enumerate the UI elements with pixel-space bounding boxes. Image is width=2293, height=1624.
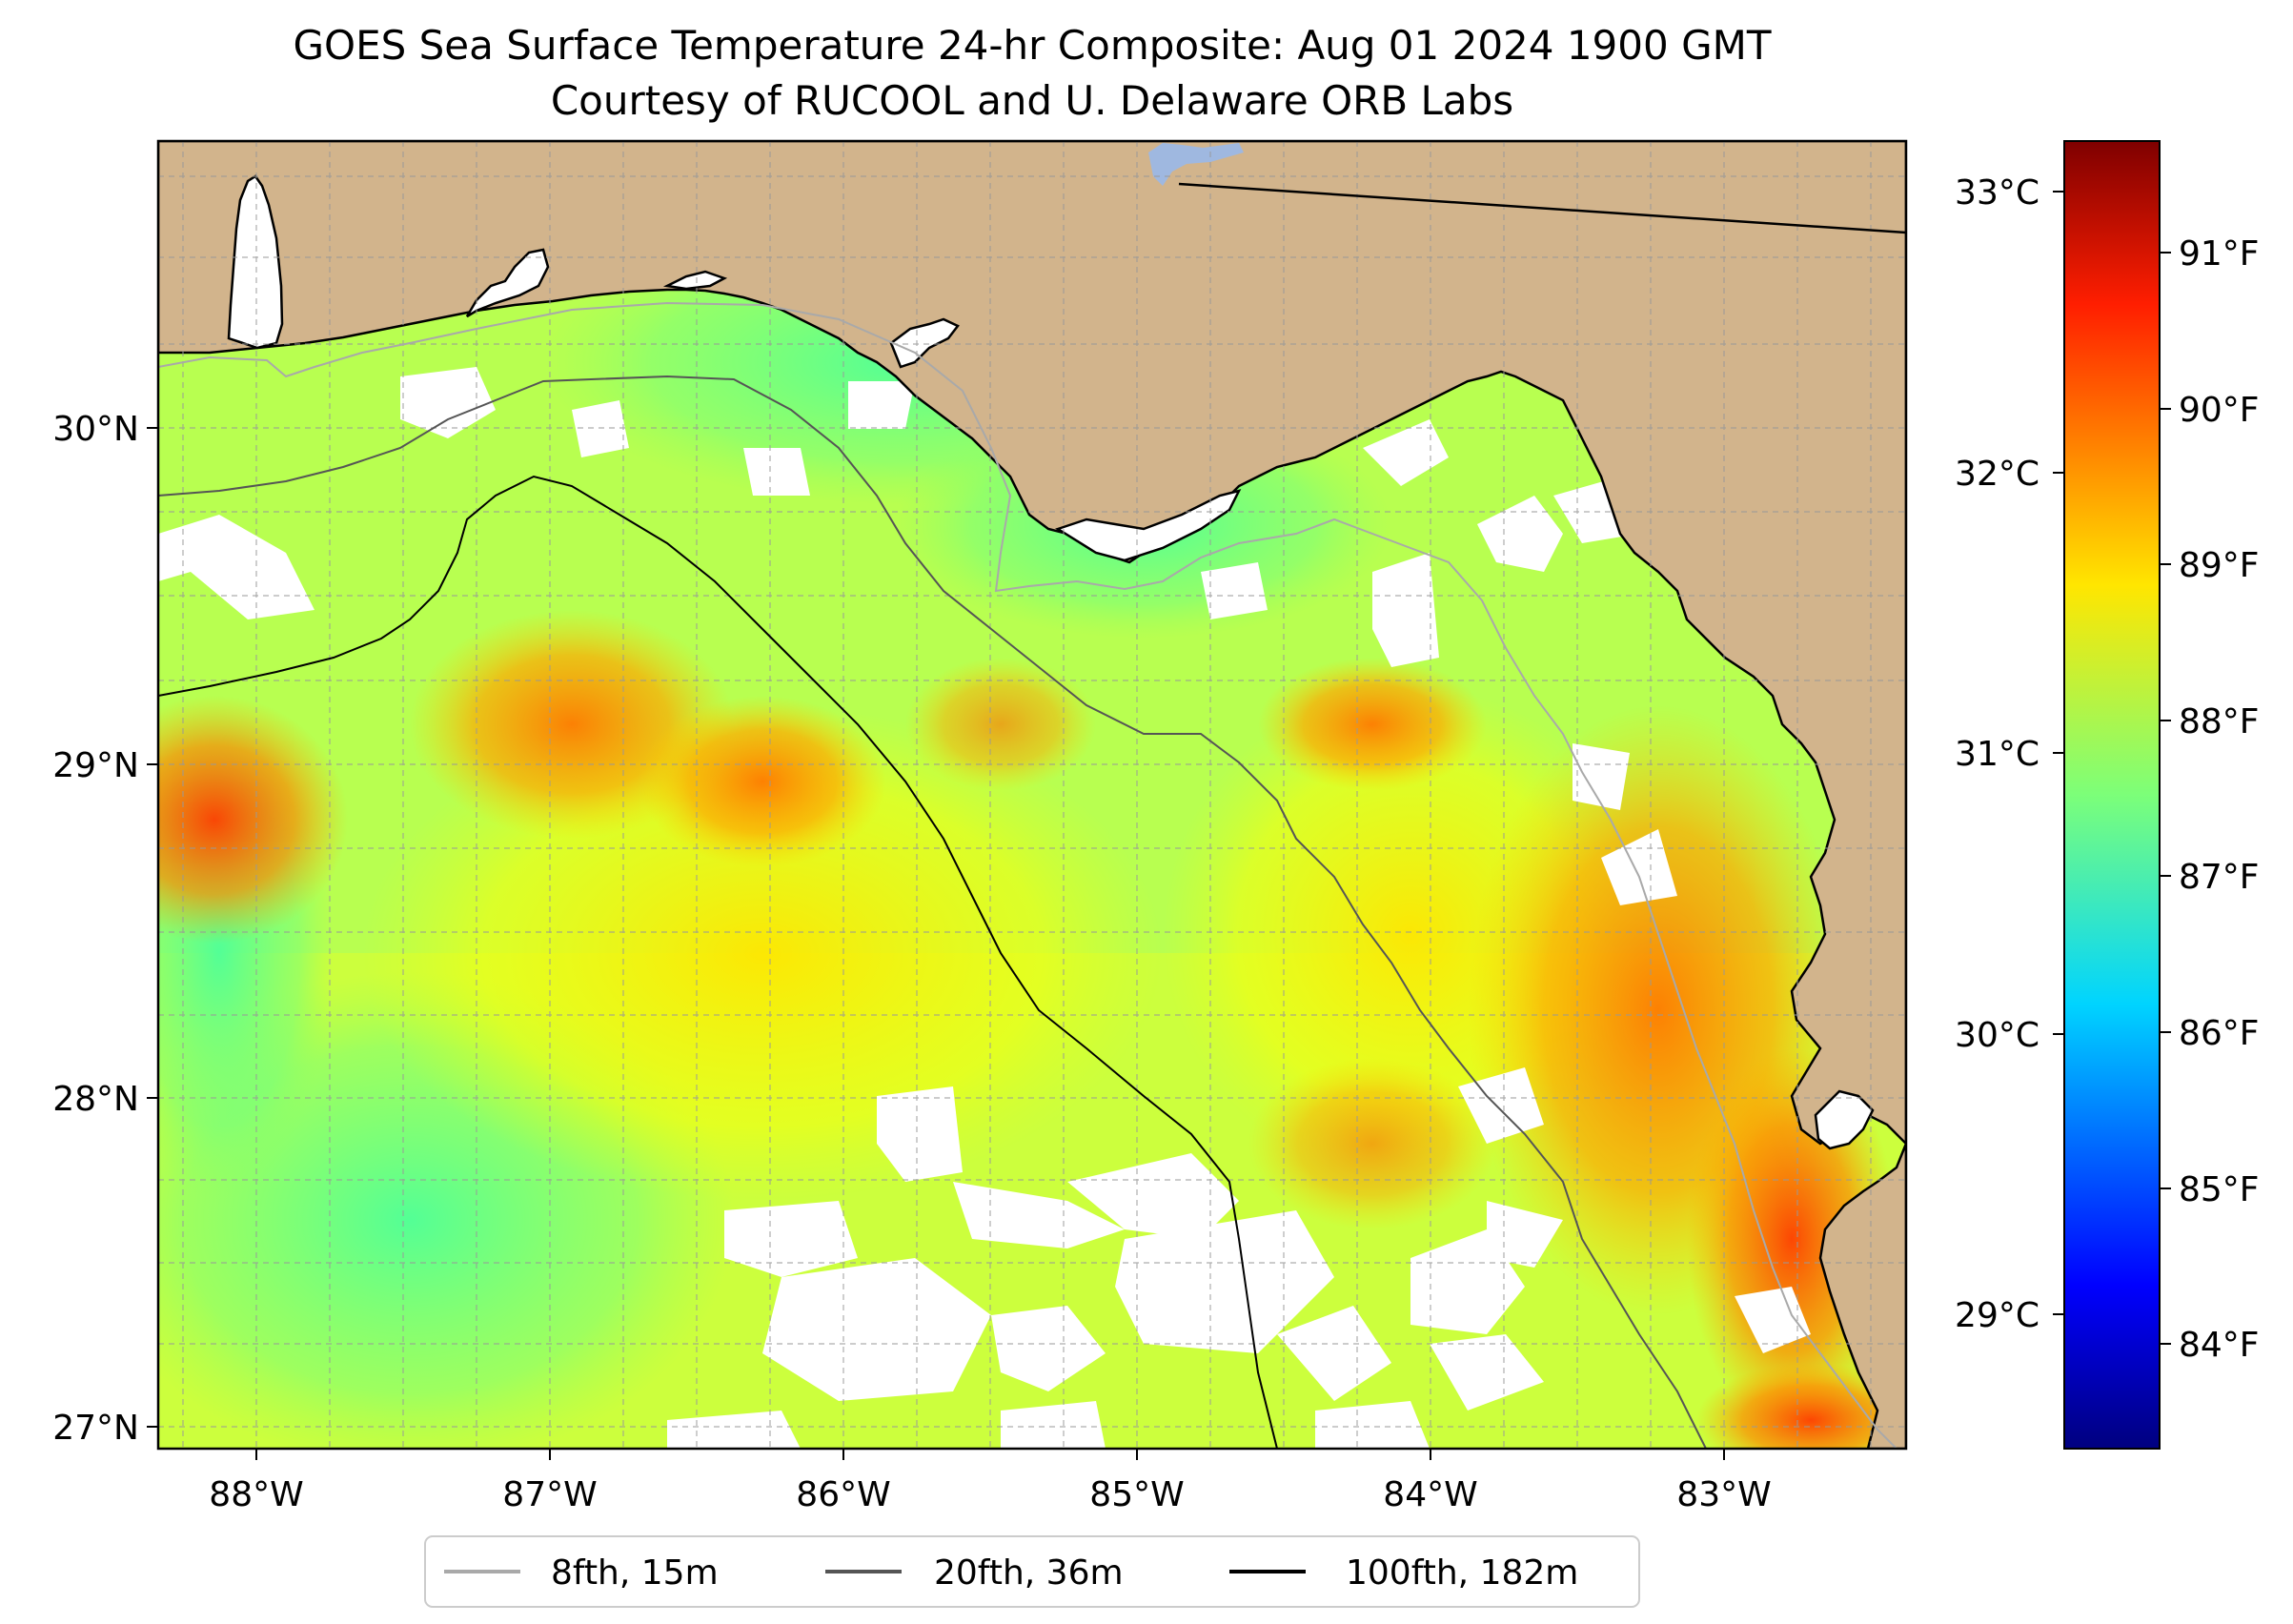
legend-label-8fth: 8fth, 15m [551, 1553, 719, 1593]
legend-frame [424, 1535, 1640, 1608]
fahrenheit-label-86: 86°F [2179, 1014, 2260, 1053]
lat-ticks [147, 427, 158, 1428]
fahrenheit-ticks [2160, 252, 2171, 1345]
apalachicola-bay [1055, 489, 1242, 562]
lon-label-83w: 83°W [1676, 1475, 1771, 1514]
fahrenheit-label-89: 89°F [2179, 546, 2260, 585]
map-frame [156, 139, 1908, 1451]
tampa-bay [1814, 1089, 1875, 1150]
sst-west-hotspot [158, 696, 348, 944]
choctaw-bay [662, 270, 728, 291]
lon-ticks [255, 1449, 1725, 1460]
sst-central-warm-3 [905, 658, 1096, 791]
lon-label-85w: 85°W [1089, 1475, 1184, 1514]
lake-seminole [1148, 143, 1244, 186]
pensacola-bay [465, 248, 550, 318]
fahrenheit-label-85: 85°F [2179, 1170, 2260, 1209]
lon-label-84w: 84°W [1383, 1475, 1477, 1514]
chart-title: GOES Sea Surface Temperature 24-hr Compo… [293, 22, 1771, 69]
celsius-label-29: 29°C [1955, 1296, 2039, 1335]
celsius-label-32: 32°C [1955, 455, 2039, 494]
lat-label-27n: 27°N [52, 1409, 139, 1448]
lat-tick-labels: 30°N 29°N 28°N 27°N [52, 410, 139, 1448]
fahrenheit-label-91: 91°F [2179, 234, 2260, 274]
sst-south-warm [1248, 1058, 1496, 1229]
fahrenheit-label-84: 84°F [2179, 1326, 2260, 1365]
legend: 8fth, 15m 20fth, 36m 100fth, 182m [424, 1535, 1640, 1608]
lon-label-88w: 88°W [209, 1475, 303, 1514]
isobath-20fth [158, 375, 1707, 1449]
state-border [1178, 182, 1906, 234]
lat-label-28n: 28°N [52, 1080, 139, 1119]
st-andrew-bay [889, 317, 960, 369]
isobath-100fth [158, 475, 1278, 1449]
celsius-label-31: 31°C [1955, 735, 2039, 774]
isobath-8fth [158, 301, 1897, 1449]
sst-central-warm-2 [639, 696, 886, 867]
gridlines [158, 141, 1906, 1449]
fahrenheit-tick-labels: 91°F 90°F 89°F 88°F 87°F 86°F 85°F 84°F [2179, 234, 2260, 1365]
chart-subtitle: Courtesy of RUCOOL and U. Delaware ORB L… [551, 77, 1513, 124]
celsius-ticks [2053, 191, 2064, 1315]
map-panel [158, 141, 1906, 1449]
lon-tick-labels: 88°W 87°W 86°W 85°W 84°W 83°W [209, 1475, 1771, 1514]
celsius-label-30: 30°C [1955, 1016, 2039, 1055]
lon-label-87w: 87°W [502, 1475, 597, 1514]
fahrenheit-label-88: 88°F [2179, 702, 2260, 741]
legend-label-100fth: 100fth, 182m [1346, 1553, 1578, 1593]
mobile-bay [227, 174, 284, 350]
sst-bigbend-warm [1258, 658, 1487, 791]
fahrenheit-label-90: 90°F [2179, 391, 2260, 430]
legend-label-20fth: 20fth, 36m [934, 1553, 1124, 1593]
lon-label-86w: 86°W [796, 1475, 890, 1514]
celsius-label-33: 33°C [1955, 173, 2039, 213]
sst-southeast-hot [1696, 1363, 1906, 1449]
colorbar [2063, 140, 2161, 1450]
fahrenheit-label-87: 87°F [2179, 858, 2260, 897]
celsius-tick-labels: 33°C 32°C 31°C 30°C 29°C [1955, 173, 2039, 1335]
lat-label-30n: 30°N [52, 410, 139, 449]
land-mass [158, 141, 1906, 1449]
lat-label-29n: 29°N [52, 746, 139, 785]
